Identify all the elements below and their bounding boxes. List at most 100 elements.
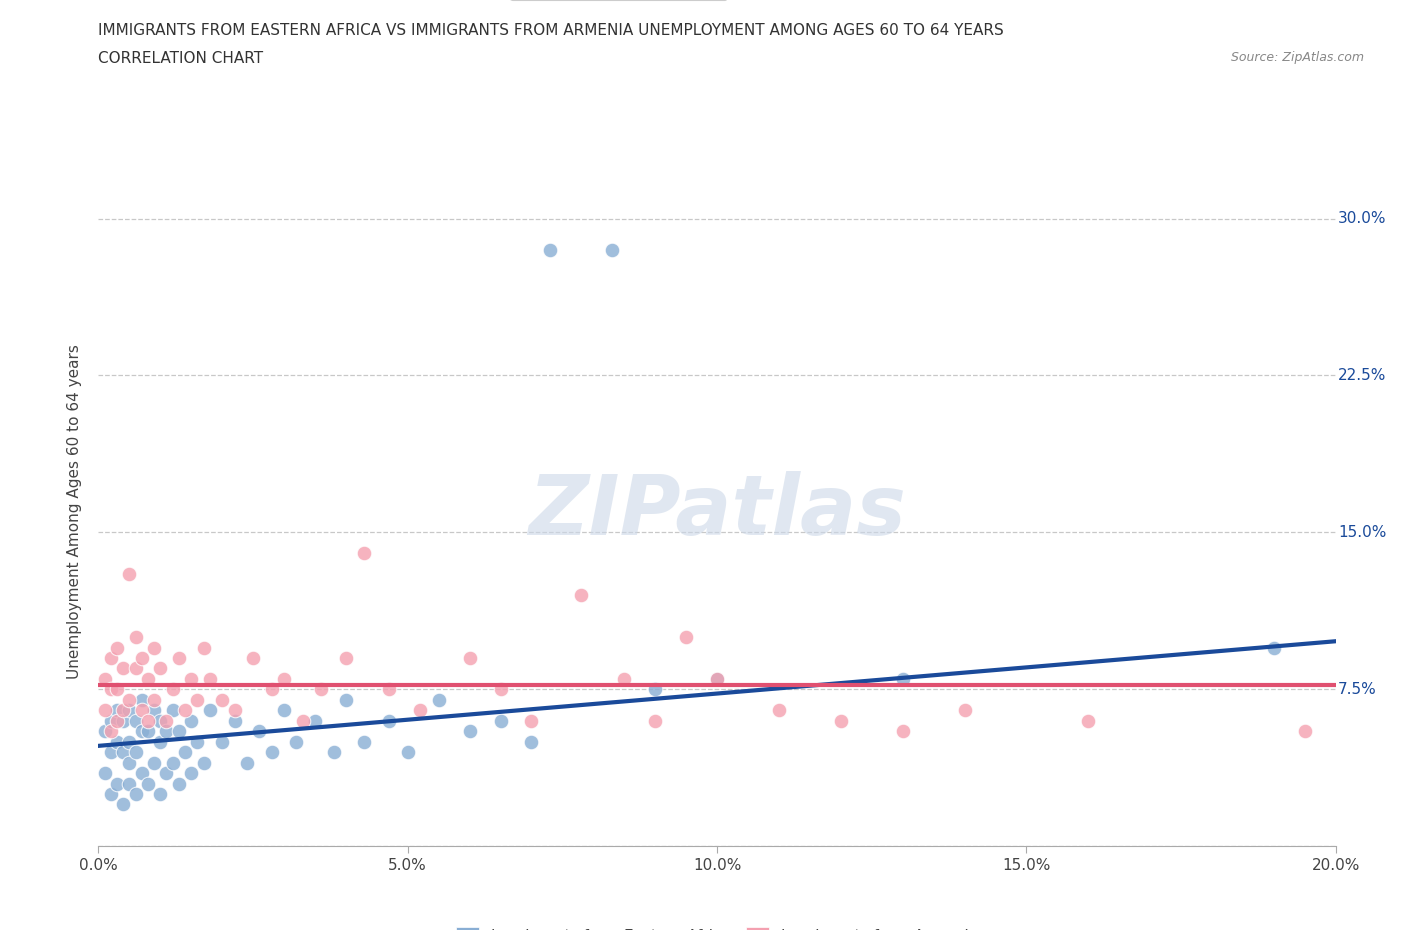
Point (538, 243, 561, 258)
Point (180, 671, 202, 686)
Text: ZIPatlas: ZIPatlas (529, 471, 905, 552)
Point (675, 630, 697, 644)
Point (136, 671, 159, 686)
Point (224, 703, 246, 718)
Point (891, 724, 914, 738)
Point (489, 713, 512, 728)
Point (93, 765, 115, 780)
Point (136, 776, 159, 790)
Point (100, 724, 122, 738)
Point (118, 567, 141, 582)
Point (285, 735, 308, 750)
Point (118, 735, 141, 750)
Point (489, 682, 512, 697)
Point (353, 735, 375, 750)
Point (118, 776, 141, 790)
Legend: Immigrants from Eastern Africa, Immigrants from Armenia: Immigrants from Eastern Africa, Immigran… (450, 921, 984, 930)
Point (118, 692, 141, 708)
Point (1263, 640, 1285, 655)
Point (236, 755, 259, 770)
Point (131, 724, 153, 738)
Text: Source: ZipAtlas.com: Source: ZipAtlas.com (1230, 51, 1364, 64)
Point (131, 703, 153, 718)
Point (953, 703, 976, 718)
Point (520, 735, 543, 750)
Text: 30.0%: 30.0% (1339, 211, 1386, 226)
Point (353, 546, 375, 561)
Point (458, 724, 481, 738)
Point (105, 776, 128, 790)
Point (105, 703, 128, 718)
Point (100, 787, 122, 802)
Point (100, 713, 122, 728)
Point (100, 745, 122, 760)
Point (180, 713, 202, 728)
Point (112, 661, 135, 676)
Point (409, 703, 432, 718)
Point (322, 745, 344, 760)
Point (143, 640, 166, 655)
Point (93, 724, 115, 738)
Point (378, 713, 401, 728)
Point (93, 671, 115, 686)
Point (569, 588, 592, 603)
Point (396, 745, 419, 760)
Point (224, 713, 246, 728)
Point (118, 755, 141, 770)
Point (174, 745, 197, 760)
Point (304, 713, 326, 728)
Point (143, 692, 166, 708)
Text: CORRELATION CHART: CORRELATION CHART (98, 51, 263, 66)
Point (242, 651, 264, 666)
Point (93, 703, 115, 718)
Point (260, 682, 283, 697)
Text: 7.5%: 7.5% (1339, 682, 1376, 697)
Text: 22.5%: 22.5% (1339, 368, 1386, 383)
Point (273, 671, 295, 686)
Point (162, 755, 184, 770)
Point (155, 765, 177, 780)
Point (162, 682, 184, 697)
Point (112, 745, 135, 760)
Point (180, 765, 202, 780)
Point (427, 692, 450, 708)
Point (644, 682, 666, 697)
Point (155, 724, 177, 738)
Point (193, 755, 215, 770)
Point (105, 735, 128, 750)
Point (260, 745, 283, 760)
Point (1294, 724, 1316, 738)
Point (768, 703, 790, 718)
Point (706, 671, 728, 686)
Point (155, 713, 177, 728)
Point (149, 735, 172, 750)
Point (100, 682, 122, 697)
Text: IMMIGRANTS FROM EASTERN AFRICA VS IMMIGRANTS FROM ARMENIA UNEMPLOYMENT AMONG AGE: IMMIGRANTS FROM EASTERN AFRICA VS IMMIGR… (98, 23, 1004, 38)
Point (124, 745, 146, 760)
Point (112, 713, 135, 728)
Point (124, 630, 146, 644)
Point (136, 724, 159, 738)
Point (211, 692, 233, 708)
Point (335, 692, 357, 708)
Point (600, 243, 623, 258)
Point (211, 735, 233, 750)
Point (124, 661, 146, 676)
Point (167, 724, 190, 738)
Point (291, 713, 314, 728)
Point (378, 682, 401, 697)
Point (309, 682, 332, 697)
Text: 15.0%: 15.0% (1339, 525, 1386, 540)
Point (706, 671, 728, 686)
Point (644, 713, 666, 728)
Point (162, 703, 184, 718)
Point (124, 787, 146, 802)
Point (105, 640, 128, 655)
Point (186, 692, 208, 708)
Point (167, 651, 190, 666)
Point (118, 703, 141, 718)
Point (112, 703, 135, 718)
Point (520, 713, 543, 728)
Point (193, 640, 215, 655)
Point (136, 713, 159, 728)
